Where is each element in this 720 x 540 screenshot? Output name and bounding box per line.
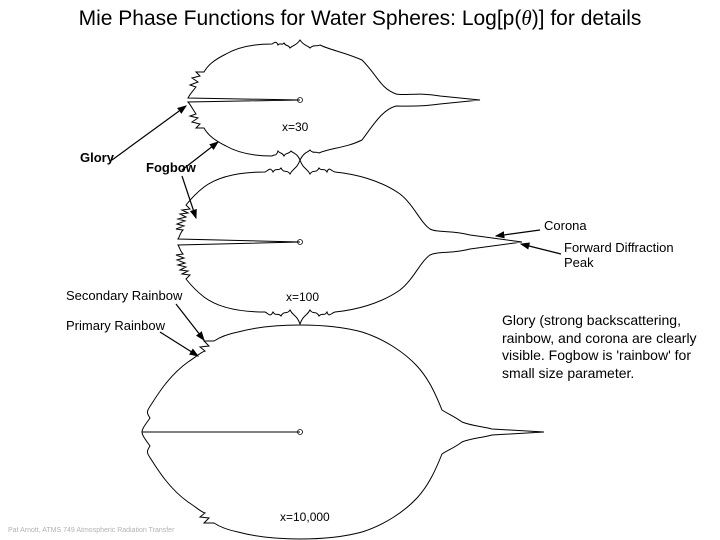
label-fogbow: Fogbow <box>146 160 196 175</box>
mie-outline-0 <box>188 40 480 160</box>
arrow-fogbow-b <box>182 176 196 218</box>
arrow-primary <box>160 332 198 356</box>
arrow-fdp <box>521 244 561 254</box>
title-suffix: )] for details <box>532 7 642 30</box>
arrow-glory <box>112 106 186 160</box>
title-theta: θ <box>521 6 531 30</box>
label-corona: Corona <box>544 218 587 233</box>
label-glory: Glory <box>80 150 114 165</box>
xlabel-100: x=100 <box>286 290 319 304</box>
diagram-area: Glory Fogbow Corona Forward Diffraction … <box>0 32 720 522</box>
label-primary: Primary Rainbow <box>66 318 165 333</box>
page-title: Mie Phase Functions for Water Spheres: L… <box>0 6 720 31</box>
arrow-corona <box>496 230 540 236</box>
caption-text: Glory (strong backscattering, rainbow, a… <box>502 312 697 382</box>
footer-credit: Pat Arnott, ATMS 749 Atmospheric Radiati… <box>8 527 174 534</box>
label-fdp-1: Forward Diffraction <box>564 240 674 255</box>
label-secondary: Secondary Rainbow <box>66 288 182 303</box>
mie-outline-1 <box>176 160 522 324</box>
arrow-secondary <box>176 304 204 340</box>
title-prefix: Mie Phase Functions for Water Spheres: L… <box>79 7 522 30</box>
mie-figures <box>0 32 720 540</box>
xlabel-10000: x=10,000 <box>280 510 330 524</box>
label-fdp-2: Peak <box>564 255 594 270</box>
xlabel-30: x=30 <box>282 120 308 134</box>
mie-outline-2 <box>142 325 544 539</box>
